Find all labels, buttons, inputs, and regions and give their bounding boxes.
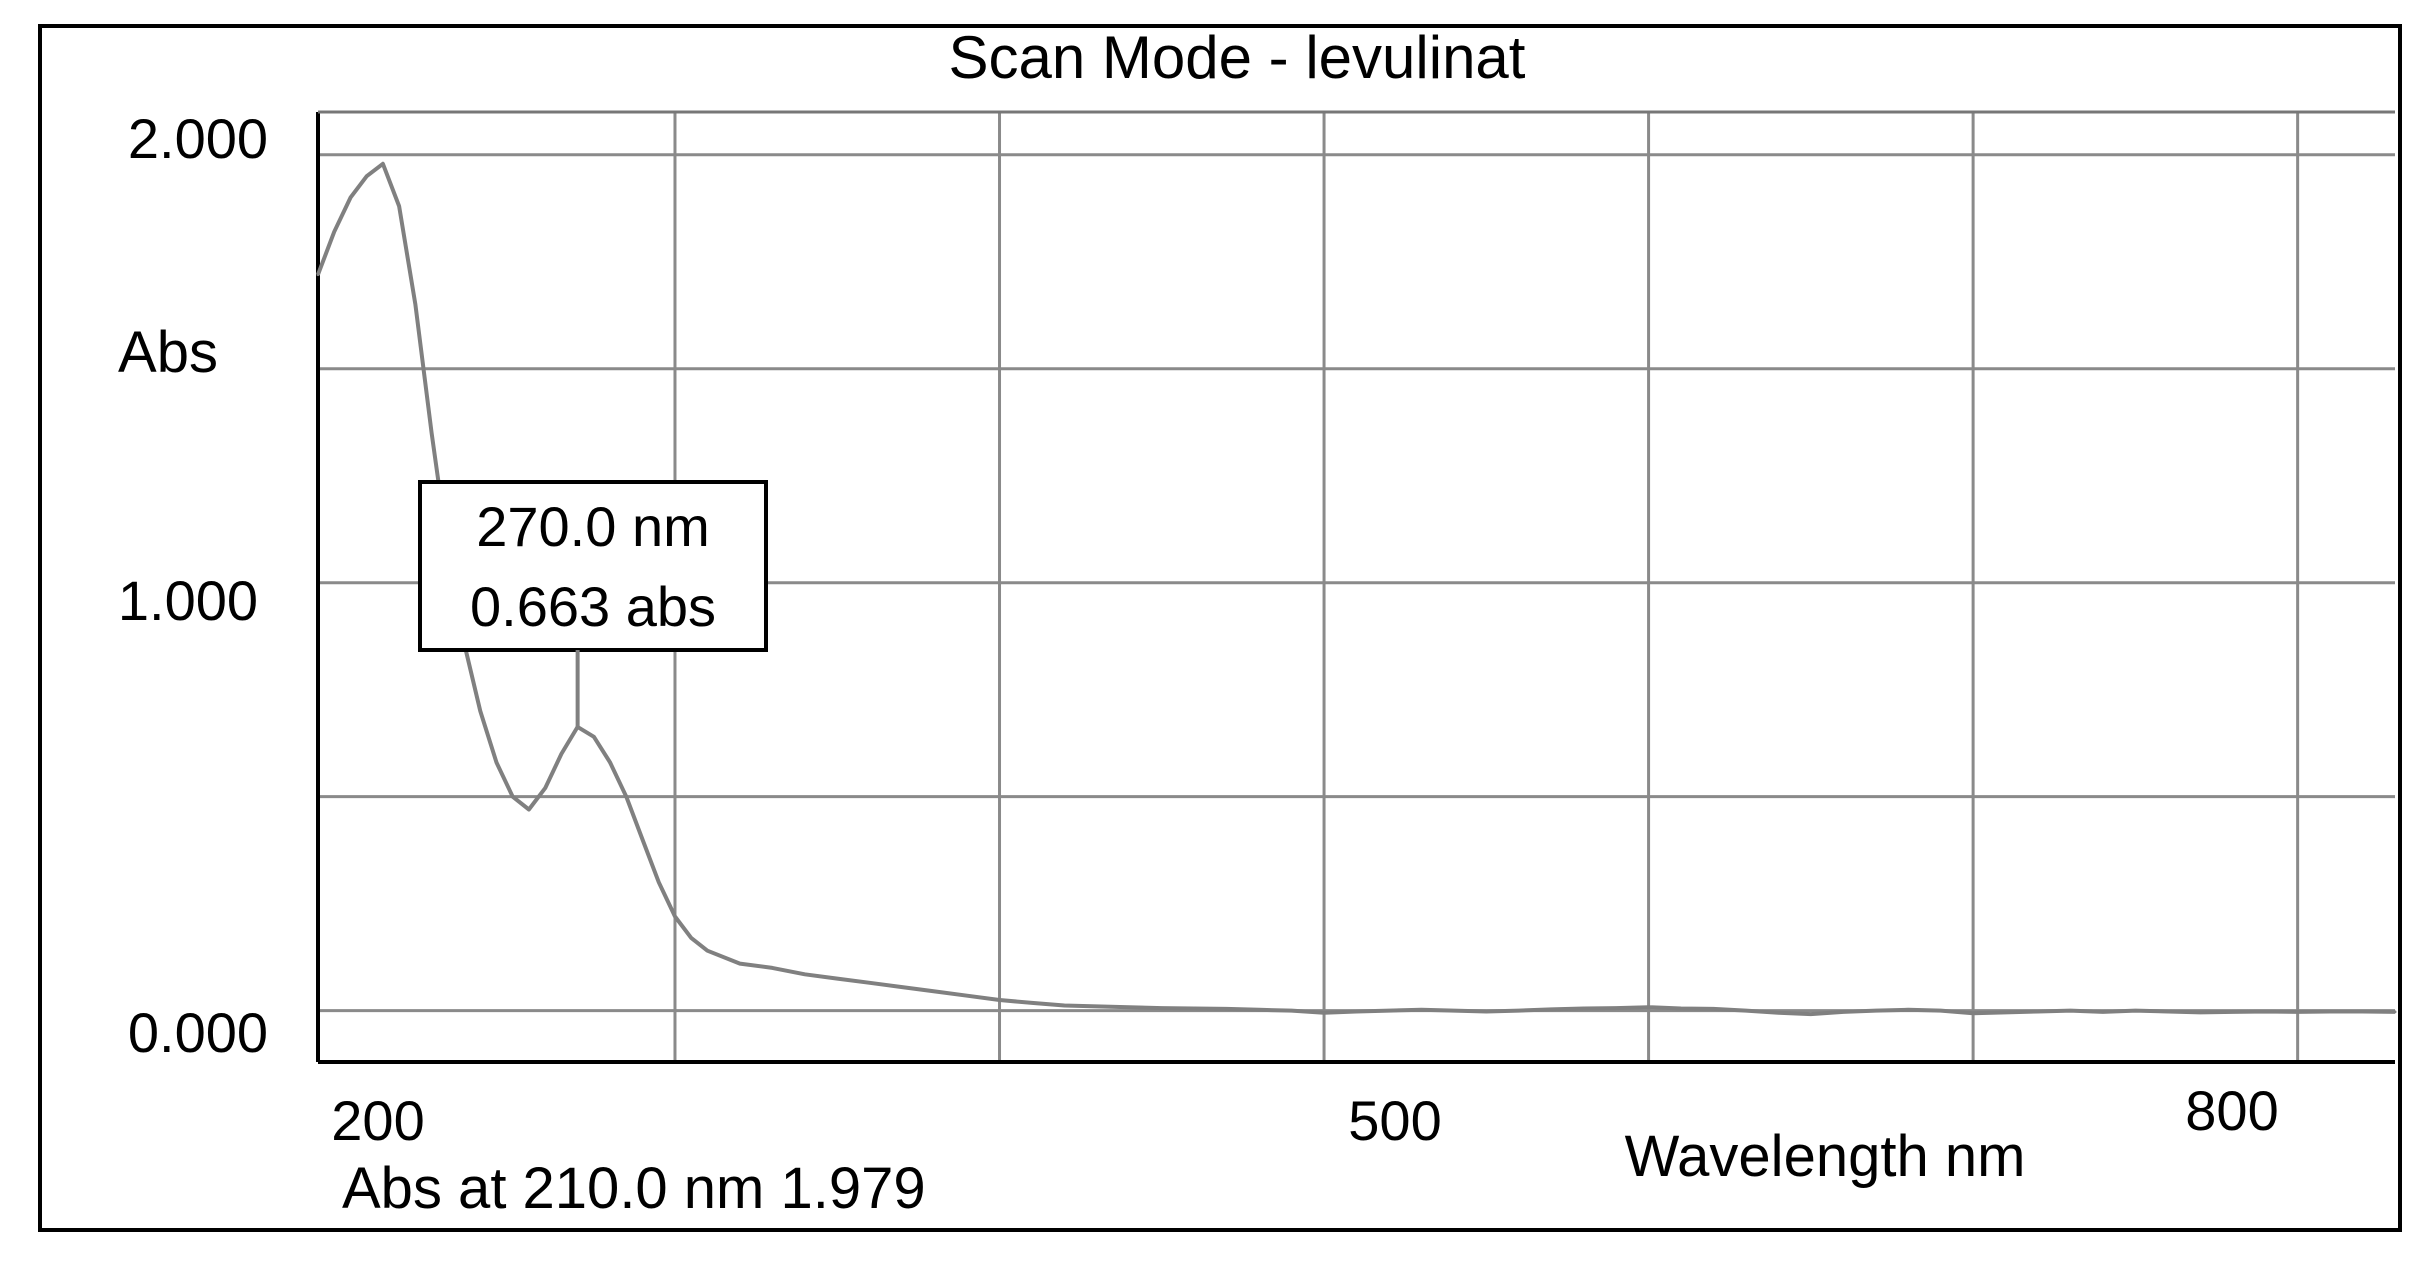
data-point (511, 795, 515, 799)
data-point (592, 735, 596, 739)
data-point (365, 174, 369, 178)
data-point (2166, 1010, 2170, 1014)
data-point (413, 303, 417, 307)
data-point (657, 880, 661, 884)
data-point (2036, 1010, 2040, 1014)
y-tick-label-max: 2.000 (128, 107, 268, 170)
data-point (608, 760, 612, 764)
data-point (1452, 1009, 1456, 1013)
data-point (835, 977, 839, 981)
x-tick-label-end: 800 (2185, 1079, 2278, 1142)
data-point (1192, 1007, 1196, 1011)
data-point (332, 230, 336, 234)
data-point (1809, 1012, 1813, 1016)
y-axis-label: Abs (118, 320, 218, 385)
data-point (2133, 1009, 2137, 1013)
data-point (1387, 1009, 1391, 1013)
data-point (2263, 1010, 2267, 1014)
data-point (1549, 1007, 1553, 1011)
annotation-box (418, 480, 768, 652)
data-point (868, 981, 872, 985)
data-point (1257, 1008, 1261, 1012)
data-point (1939, 1009, 1943, 1013)
annotation-wavelength: 270.0 nm (476, 495, 710, 558)
data-point (803, 972, 807, 976)
data-point (2198, 1010, 2202, 1014)
data-point (1711, 1007, 1715, 1011)
data-point (1484, 1010, 1488, 1014)
data-point (478, 709, 482, 713)
data-point (397, 204, 401, 208)
data-point (2328, 1010, 2332, 1014)
data-point (738, 962, 742, 966)
chart-title: Scan Mode - levulinat (949, 24, 1526, 91)
data-point (1419, 1008, 1423, 1012)
plot-grid (318, 112, 2395, 1062)
data-point (1225, 1007, 1229, 1011)
x-tick-label-mid: 500 (1348, 1089, 1441, 1152)
y-tick-label-min: 0.000 (128, 1001, 268, 1064)
data-point (965, 994, 969, 998)
data-point (430, 431, 434, 435)
x-axis-label: Wavelength nm (1625, 1124, 2026, 1189)
data-point (1874, 1009, 1878, 1013)
peak-annotation: 270.0 nm 0.663 abs (418, 480, 768, 727)
outer-frame (38, 24, 2402, 1232)
data-point (316, 273, 320, 277)
x-tick-label-start: 200 (331, 1089, 424, 1152)
data-point (933, 989, 937, 993)
data-point (1517, 1009, 1521, 1013)
data-point (2296, 1010, 2300, 1014)
data-point (705, 949, 709, 953)
annotation-absorbance: 0.663 abs (470, 575, 716, 638)
data-point (1030, 1001, 1034, 1005)
data-point (2361, 1010, 2365, 1014)
footer-readout: Abs at 210.0 nm 1.979 (342, 1156, 926, 1221)
data-point (1906, 1008, 1910, 1012)
data-point (1355, 1010, 1358, 1014)
data-point (689, 936, 693, 940)
data-point (1679, 1007, 1683, 1011)
spectrum-series (316, 161, 2397, 1017)
data-point (998, 998, 1002, 1002)
data-point (2004, 1010, 2008, 1014)
data-point (1971, 1011, 1975, 1015)
data-point (1095, 1004, 1099, 1008)
data-point (348, 196, 352, 200)
data-point (1322, 1011, 1326, 1015)
data-point (1127, 1005, 1131, 1009)
data-point (1290, 1009, 1294, 1013)
data-point (1647, 1005, 1651, 1009)
data-point (1744, 1009, 1748, 1013)
data-point (1160, 1006, 1164, 1010)
data-point (527, 808, 531, 812)
data-point (381, 162, 385, 166)
data-point (2393, 1010, 2397, 1014)
data-point (624, 795, 628, 799)
data-point (673, 915, 677, 919)
data-point (1614, 1006, 1618, 1010)
data-point (1841, 1010, 1845, 1014)
data-point (543, 786, 547, 790)
data-point (559, 752, 563, 756)
y-tick-label-mid: 1.000 (118, 569, 258, 632)
data-point (1062, 1004, 1066, 1008)
data-point (770, 966, 774, 970)
data-point (2101, 1010, 2105, 1014)
data-point (1776, 1011, 1780, 1015)
data-point (900, 985, 904, 989)
data-point (641, 837, 645, 841)
data-point (1582, 1007, 1586, 1011)
data-point (2231, 1010, 2235, 1014)
data-point (2068, 1009, 2072, 1013)
data-point (494, 760, 498, 764)
